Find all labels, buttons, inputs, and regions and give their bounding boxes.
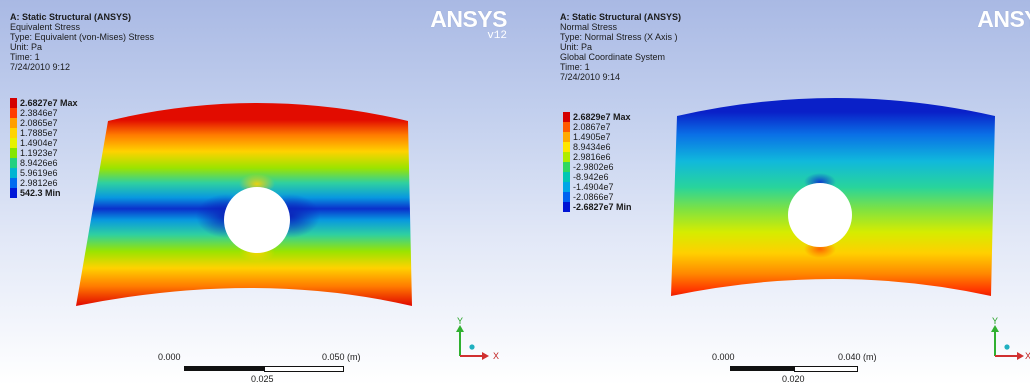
legend-swatch [10, 118, 17, 128]
legend-label: 2.9816e6 [573, 152, 611, 162]
scale-mid-label: 0.025 [251, 374, 274, 384]
legend-swatch [10, 128, 17, 138]
scale-bar-black [730, 366, 794, 371]
stress-contour-plot[interactable] [515, 0, 1030, 385]
legend-swatch [10, 98, 17, 108]
y-axis-label: Y [457, 316, 463, 326]
legend-swatch [563, 202, 570, 212]
ansys-logo: ANSYS v12 [977, 6, 1030, 42]
result-date: 7/24/2010 9:12 [10, 62, 71, 72]
x-axis-label: X [1025, 351, 1030, 361]
scale-bar-white [794, 366, 858, 372]
legend-label: -2.9802e6 [573, 162, 614, 172]
legend-label: 2.3846e7 [20, 108, 58, 118]
result-date: 7/24/2010 9:14 [560, 72, 621, 82]
legend-label: -8.942e6 [573, 172, 609, 182]
legend-swatch [563, 152, 570, 162]
y-axis-label: Y [992, 316, 998, 326]
legend-swatch [563, 172, 570, 182]
scale-bar-black [184, 366, 264, 371]
legend-swatch [563, 182, 570, 192]
result-unit: Unit: Pa [10, 42, 43, 52]
plate-hole [788, 183, 852, 247]
stress-contour-plot[interactable] [0, 0, 515, 385]
legend-swatch [10, 158, 17, 168]
legend-label: 1.4904e7 [20, 138, 58, 148]
legend-swatch [563, 112, 570, 122]
result-info-block: A: Static Structural (ANSYS) Normal Stre… [560, 12, 681, 82]
legend-label: 1.1923e7 [20, 148, 58, 158]
legend-label: -2.0866e7 [573, 192, 614, 202]
x-axis-label: X [493, 351, 499, 361]
version-label: v12 [487, 30, 507, 42]
scale-end-label: 0.040 (m) [838, 352, 877, 362]
legend-swatch [10, 148, 17, 158]
scale-mid-label: 0.020 [782, 374, 805, 384]
scale-start-label: 0.000 [158, 352, 181, 362]
coordinate-triad[interactable]: Y X [981, 316, 1030, 368]
viewport-normal-stress[interactable]: A: Static Structural (ANSYS) Normal Stre… [515, 0, 1030, 385]
analysis-title: A: Static Structural (ANSYS) [10, 12, 132, 22]
result-coord-system: Global Coordinate System [560, 52, 666, 62]
legend-label: 1.4905e7 [573, 132, 611, 142]
result-name: Equivalent Stress [10, 22, 81, 32]
coordinate-triad[interactable]: Y X [446, 316, 506, 368]
legend-swatch [10, 168, 17, 178]
legend-label: 1.7885e7 [20, 128, 58, 138]
result-type: Type: Equivalent (von-Mises) Stress [10, 32, 155, 42]
scale-bar-white [264, 366, 344, 372]
legend-swatch [10, 178, 17, 188]
legend-swatch [10, 138, 17, 148]
legend-swatch [563, 162, 570, 172]
legend-max-label: 2.6827e7 Max [20, 98, 78, 108]
plate-hole [224, 187, 290, 253]
result-time: Time: 1 [10, 52, 40, 62]
result-name: Normal Stress [560, 22, 618, 32]
legend-swatch [563, 122, 570, 132]
result-unit: Unit: Pa [560, 42, 593, 52]
legend-swatch [563, 192, 570, 202]
result-type: Type: Normal Stress (X Axis ) [560, 32, 678, 42]
legend-min-label: 542.3 Min [20, 188, 61, 198]
result-time: Time: 1 [560, 62, 590, 72]
legend-label: 8.9426e6 [20, 158, 58, 168]
scale-end-label: 0.050 (m) [322, 352, 361, 362]
legend-min-label: -2.6827e7 Min [573, 202, 632, 212]
legend-swatch [10, 188, 17, 198]
legend-label: 2.9812e6 [20, 178, 58, 188]
legend-label: 8.9434e6 [573, 142, 611, 152]
legend-swatch [563, 132, 570, 142]
legend-label: 5.9619e6 [20, 168, 58, 178]
legend-swatch [563, 142, 570, 152]
legend-max-label: 2.6829e7 Max [573, 112, 631, 122]
viewport-equivalent-stress[interactable]: A: Static Structural (ANSYS) Equivalent … [0, 0, 515, 385]
scale-start-label: 0.000 [712, 352, 735, 362]
legend-swatch [10, 108, 17, 118]
result-info-block: A: Static Structural (ANSYS) Equivalent … [10, 12, 154, 72]
legend-label: 2.0867e7 [573, 122, 611, 132]
legend-label: 2.0865e7 [20, 118, 58, 128]
ansys-logo: ANSYS v12 [430, 6, 507, 42]
legend-label: -1.4904e7 [573, 182, 614, 192]
analysis-title: A: Static Structural (ANSYS) [560, 12, 682, 22]
